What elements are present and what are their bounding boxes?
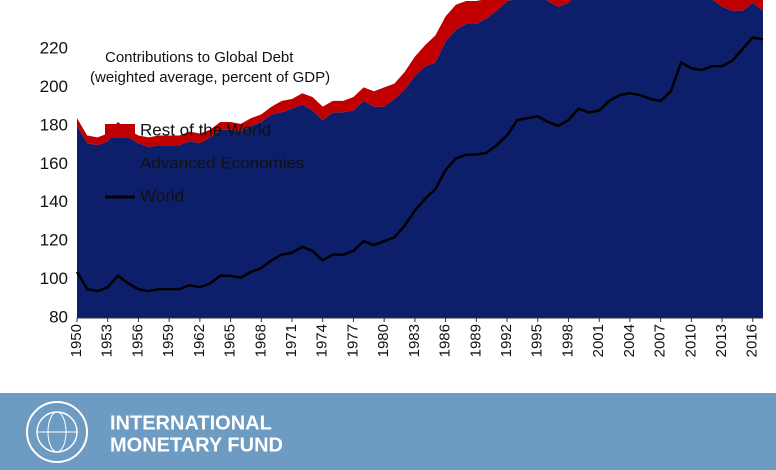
x-tick-label: 1968 <box>252 324 269 357</box>
x-tick-label: 1950 <box>68 324 85 357</box>
imf-logo <box>26 401 88 463</box>
x-tick-label: 1992 <box>498 324 515 357</box>
x-tick-label: 1956 <box>129 324 146 357</box>
x-tick-label: 1986 <box>437 324 454 357</box>
x-tick-label: 1974 <box>314 324 331 357</box>
legend-swatch <box>105 124 135 138</box>
x-tick-label: 2007 <box>652 324 669 357</box>
legend-label: World <box>140 186 184 205</box>
footer-line1: INTERNATIONAL <box>110 412 272 434</box>
x-tick-label: 2013 <box>713 324 730 357</box>
area <box>77 0 763 318</box>
y-tick-label: 160 <box>40 154 68 173</box>
x-tick-label: 1971 <box>283 324 300 357</box>
x-tick-label: 1998 <box>559 324 576 357</box>
y-tick-label: 80 <box>49 307 68 326</box>
legend-label: Advanced Economies <box>140 153 304 172</box>
x-tick-label: 1983 <box>406 324 423 357</box>
x-tick-label: 2004 <box>621 324 638 357</box>
chart-subtitle: (weighted average, percent of GDP) <box>90 69 330 86</box>
y-tick-label: 120 <box>40 231 68 250</box>
x-tick-label: 1980 <box>375 324 392 357</box>
y-tick-label: 180 <box>40 115 68 134</box>
x-tick-label: 2016 <box>744 324 761 357</box>
line <box>75 36 764 293</box>
x-tick-label: 2001 <box>590 324 607 357</box>
chart-title: Contributions to Global Debt <box>105 49 294 66</box>
x-tick-label: 1977 <box>344 324 361 357</box>
y-tick-label: 140 <box>40 192 68 211</box>
x-tick-label: 1953 <box>99 324 116 357</box>
x-tick-label: 1995 <box>529 324 546 357</box>
y-tick-label: 100 <box>40 269 68 288</box>
y-tick-label: 220 <box>40 38 68 57</box>
x-tick-label: 1965 <box>222 324 239 357</box>
x-tick-label: 2010 <box>682 324 699 357</box>
footer-line2: MONETARY FUND <box>110 434 283 456</box>
x-tick-label: 1962 <box>191 324 208 357</box>
footer-band <box>0 393 776 470</box>
x-tick-label: 1959 <box>160 324 177 357</box>
x-tick-label: 1989 <box>467 324 484 357</box>
y-tick-label: 200 <box>40 77 68 96</box>
legend-label: Rest of the World <box>140 120 271 139</box>
legend-swatch <box>105 157 135 171</box>
